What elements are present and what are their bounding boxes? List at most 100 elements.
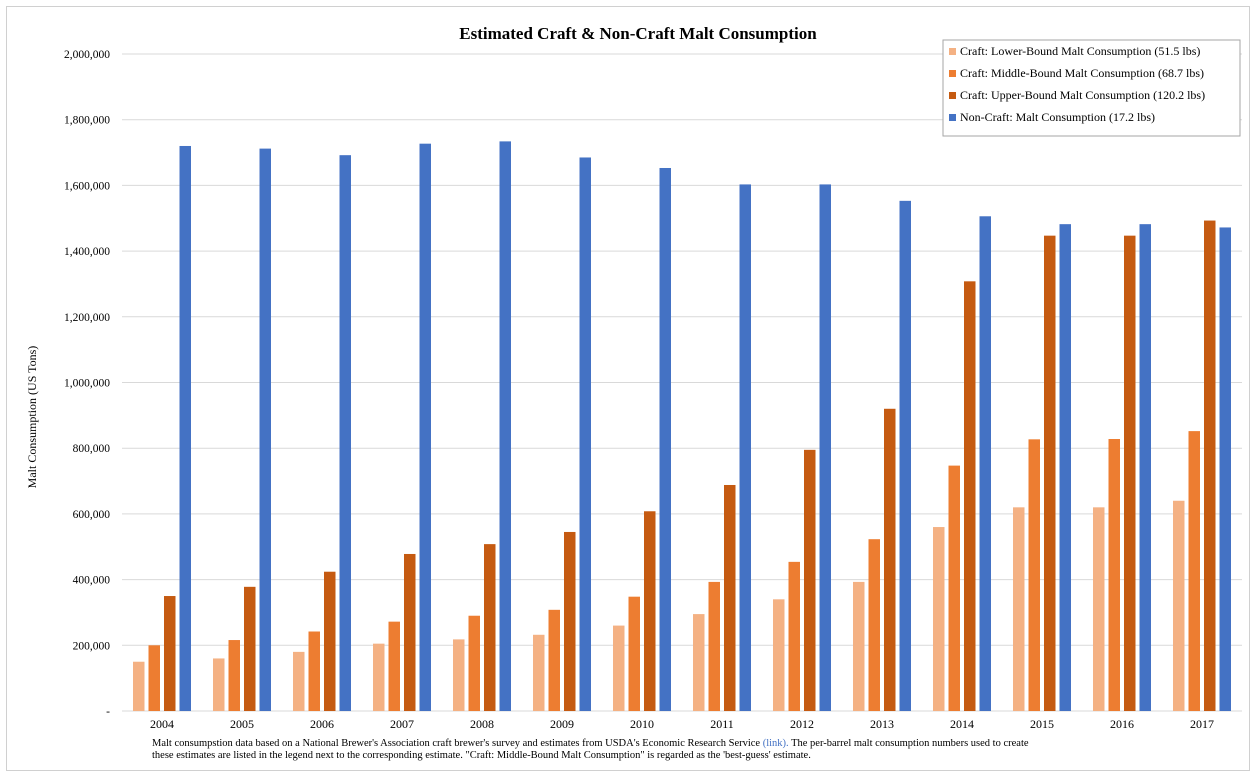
x-tick-label: 2004 xyxy=(150,717,174,731)
bar xyxy=(179,145,191,712)
legend-entry: Craft: Middle-Bound Malt Consumption (68… xyxy=(960,66,1204,80)
bar xyxy=(693,614,705,711)
bar xyxy=(1139,224,1151,711)
footnote: Malt consumpstion data based on a Nation… xyxy=(152,738,1242,762)
x-tick-label: 2006 xyxy=(310,717,334,731)
bar xyxy=(244,586,256,711)
y-tick-label: 1,600,000 xyxy=(64,180,110,192)
bar xyxy=(453,639,465,711)
bar xyxy=(899,200,911,712)
bar xyxy=(1028,439,1040,711)
legend-entry: Non-Craft: Malt Consumption (17.2 lbs) xyxy=(960,110,1155,124)
bar xyxy=(533,634,545,711)
y-tick-label: - xyxy=(106,706,110,718)
legend-entry: Craft: Upper-Bound Malt Consumption (120… xyxy=(960,88,1205,102)
y-tick-label: 400,000 xyxy=(73,575,111,587)
footnote-text-2: The per-barrel malt consumption numbers … xyxy=(788,738,1029,749)
legend-swatch xyxy=(949,48,956,55)
source-link[interactable]: (link). xyxy=(762,738,789,749)
bar xyxy=(788,561,800,711)
bar xyxy=(964,281,976,711)
bar xyxy=(548,609,560,711)
x-tick-label: 2005 xyxy=(230,717,254,731)
bar xyxy=(308,631,320,711)
bar xyxy=(499,141,511,712)
x-tick-label: 2014 xyxy=(950,717,974,731)
footnote-line-1: Malt consumpstion data based on a Nation… xyxy=(152,738,1242,750)
bar xyxy=(259,148,271,711)
bar xyxy=(1059,224,1071,711)
bar xyxy=(1108,439,1120,711)
bar xyxy=(1044,235,1056,711)
y-tick-label: 200,000 xyxy=(73,640,111,652)
bar xyxy=(868,539,880,711)
footnote-line-2: these estimates are listed in the legend… xyxy=(152,750,811,761)
y-tick-label: 1,200,000 xyxy=(64,312,110,324)
bar xyxy=(884,408,896,711)
bar xyxy=(228,640,240,711)
x-tick-labels: 2004 2005 2006 2007 2008 2009 2010 2011 2012 2013… xyxy=(150,717,1214,731)
y-tick-label: 1,400,000 xyxy=(64,246,110,258)
x-tick-label: 2017 xyxy=(1190,717,1214,731)
bar xyxy=(164,596,176,711)
x-tick-label: 2007 xyxy=(390,717,414,731)
x-tick-label: 2013 xyxy=(870,717,894,731)
y-tick-labels: - 200,000 400,000 600,000 800,000 1,000,000 1,… xyxy=(64,49,110,718)
x-tick-label: 2012 xyxy=(790,717,814,731)
bar xyxy=(804,449,816,711)
legend: Craft: Lower-Bound Malt Consumption (51.… xyxy=(942,39,1241,137)
y-axis-label: Malt Consumption (US Tons) xyxy=(25,346,39,489)
bar xyxy=(388,621,400,711)
bar xyxy=(148,645,160,711)
x-tick-label: 2016 xyxy=(1110,717,1134,731)
bar xyxy=(419,143,431,712)
legend-swatch xyxy=(949,114,956,121)
bar xyxy=(708,581,720,711)
bar xyxy=(213,658,225,711)
x-tick-label: 2009 xyxy=(550,717,574,731)
bar xyxy=(1173,500,1185,711)
legend-swatch xyxy=(949,70,956,77)
bar xyxy=(979,216,991,712)
bars xyxy=(133,141,1231,712)
bar xyxy=(948,465,960,711)
bar xyxy=(933,527,945,711)
y-tick-label: 2,000,000 xyxy=(64,49,110,61)
bar xyxy=(659,167,671,711)
bar xyxy=(293,651,305,711)
y-tick-label: 800,000 xyxy=(73,443,111,455)
bar xyxy=(133,661,145,711)
bar xyxy=(644,511,656,711)
bar xyxy=(724,484,736,711)
bar xyxy=(773,599,785,711)
x-tick-label: 2011 xyxy=(710,717,734,731)
legend-swatch xyxy=(949,92,956,99)
legend-box xyxy=(942,39,1241,137)
bar xyxy=(628,596,640,711)
chart-frame xyxy=(6,6,1250,771)
bar xyxy=(404,553,416,711)
bar xyxy=(613,625,625,711)
bar xyxy=(339,155,351,712)
bar xyxy=(1093,507,1105,711)
bar xyxy=(373,643,385,711)
bar xyxy=(484,544,496,711)
chart-title: Estimated Craft & Non-Craft Malt Consump… xyxy=(459,24,817,43)
bar xyxy=(1013,507,1025,711)
bar xyxy=(564,531,576,711)
bar xyxy=(1188,431,1200,711)
bar xyxy=(324,571,336,711)
y-tick-label: 1,800,000 xyxy=(64,115,110,127)
gridlines xyxy=(122,53,1242,712)
bar xyxy=(1219,227,1231,711)
bar xyxy=(853,581,865,711)
y-tick-label: 1,000,000 xyxy=(64,378,110,390)
x-tick-label: 2015 xyxy=(1030,717,1054,731)
bar xyxy=(579,157,591,712)
bar xyxy=(468,615,480,711)
bar xyxy=(739,184,751,712)
x-tick-label: 2008 xyxy=(470,717,494,731)
bar xyxy=(1204,220,1216,711)
legend-entry: Craft: Lower-Bound Malt Consumption (51.… xyxy=(960,44,1200,58)
